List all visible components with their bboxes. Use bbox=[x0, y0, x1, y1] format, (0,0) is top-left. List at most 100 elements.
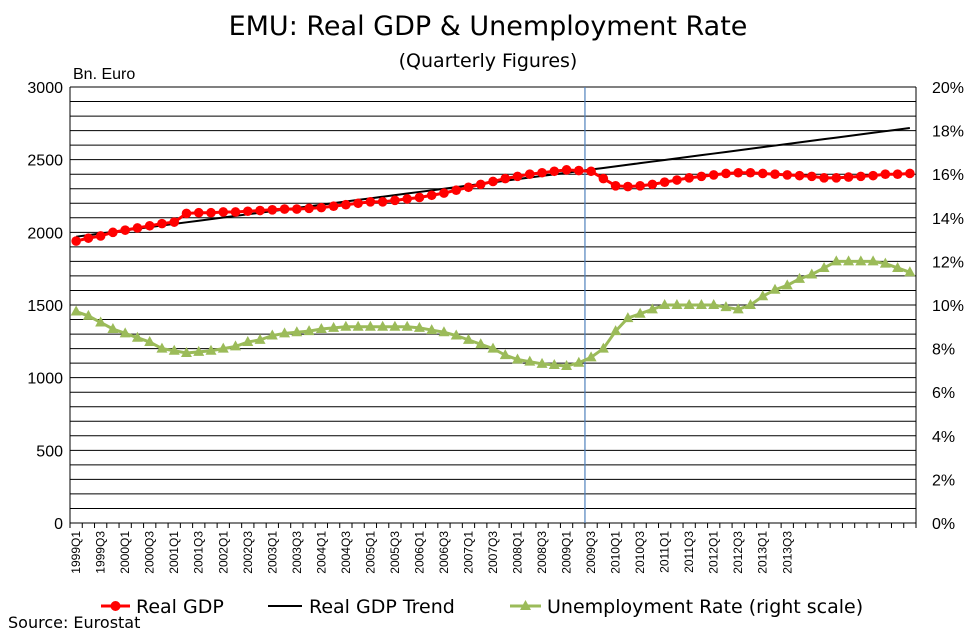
real-gdp-point bbox=[831, 173, 842, 183]
right-axis-tick-label: 8% bbox=[932, 342, 955, 359]
unemployment-rate-point bbox=[879, 257, 891, 268]
real-gdp-point bbox=[451, 185, 462, 195]
unemployment-rate-point bbox=[561, 360, 573, 371]
right-axis-tick-label: 6% bbox=[932, 385, 955, 402]
unemployment-rate-point bbox=[82, 309, 94, 320]
unemployment-rate-point bbox=[757, 290, 769, 301]
unemployment-rate-point bbox=[254, 333, 266, 344]
unemployment-rate-point bbox=[438, 326, 450, 337]
real-gdp-point bbox=[144, 220, 155, 231]
x-axis-tick-label: 2006Q1 bbox=[412, 531, 426, 574]
unemployment-rate-point bbox=[156, 342, 168, 353]
right-axis-tick-label: 0% bbox=[932, 516, 955, 533]
unemployment-rate-point bbox=[205, 344, 217, 355]
real-gdp-point bbox=[623, 181, 633, 192]
unemployment-rate-point bbox=[352, 320, 364, 331]
unemployment-rate-point bbox=[475, 338, 487, 349]
unemployment-rate-point bbox=[695, 299, 707, 309]
real-gdp-point bbox=[488, 176, 498, 187]
right-axis-ticks: 0% 2% 4% 6% 8% 10% 12% 14% 16% 18% 20% bbox=[932, 80, 964, 533]
real-gdp-point bbox=[353, 198, 363, 209]
plot-area bbox=[70, 87, 916, 523]
left-axis-tick-label: 1500 bbox=[27, 298, 63, 315]
legend: Real GDP Real GDP Trend Unemployment Rat… bbox=[101, 596, 863, 618]
x-axis-tick-label: 2008Q1 bbox=[511, 531, 525, 574]
real-gdp-point bbox=[574, 165, 584, 176]
real-gdp-point bbox=[169, 217, 180, 227]
real-gdp-point bbox=[157, 218, 167, 229]
left-axis-tick-label: 1000 bbox=[27, 371, 63, 388]
legend-label-real-gdp: Real GDP bbox=[136, 596, 224, 618]
real-gdp-point bbox=[328, 201, 339, 211]
unemployment-rate-point bbox=[720, 301, 732, 312]
real-gdp-point bbox=[71, 236, 81, 246]
unemployment-rate-point bbox=[610, 325, 622, 336]
left-axis-unit-label: Bn. Euro bbox=[73, 66, 135, 83]
real-gdp-point bbox=[439, 188, 449, 198]
real-gdp-point bbox=[696, 171, 707, 182]
real-gdp-point bbox=[537, 167, 547, 178]
real-gdp-point bbox=[684, 173, 694, 183]
real-gdp-point bbox=[880, 169, 891, 179]
x-axis-tick-label: 2004Q1 bbox=[314, 531, 328, 574]
x-axis-tick-label: 2010Q3 bbox=[633, 531, 647, 574]
legend-item-real-gdp-trend: Real GDP Trend bbox=[268, 596, 455, 618]
unemployment-rate-point bbox=[266, 329, 278, 340]
real-gdp-point bbox=[892, 169, 903, 179]
unemployment-rate-point bbox=[536, 357, 548, 368]
real-gdp-point bbox=[304, 203, 314, 214]
real-gdp-point bbox=[267, 205, 278, 215]
real-gdp-point bbox=[598, 173, 609, 184]
unemployment-rate-point bbox=[377, 320, 389, 331]
unemployment-rate-point bbox=[180, 346, 192, 357]
real-gdp-point bbox=[402, 194, 412, 204]
unemployment-rate-point bbox=[279, 327, 291, 338]
right-axis-tick-label: 12% bbox=[932, 254, 964, 271]
unemployment-rate-point bbox=[291, 326, 303, 337]
left-axis-tick-label: 3000 bbox=[27, 80, 63, 97]
x-axis-tick-label: 1999Q3 bbox=[94, 531, 108, 574]
unemployment-rate-point bbox=[904, 266, 916, 277]
unemployment-rate-point bbox=[426, 324, 438, 335]
unemployment-rate-point bbox=[168, 344, 180, 355]
real-gdp-point bbox=[475, 179, 486, 190]
real-gdp-point bbox=[770, 169, 780, 179]
unemployment-rate-point bbox=[843, 255, 855, 266]
x-axis-tick-label: 2013Q3 bbox=[780, 531, 794, 574]
unemployment-rate-point bbox=[585, 351, 597, 362]
left-axis-tick-label: 2000 bbox=[27, 225, 63, 242]
unemployment-rate-point bbox=[634, 307, 646, 318]
x-axis-tick-label: 2011Q1 bbox=[658, 531, 672, 573]
x-axis-ticks: 1999Q1 1999Q3 2000Q1 2000Q3 2001Q1 2001Q3 2002… bbox=[69, 531, 794, 574]
legend-marker-unemployment-rate bbox=[520, 600, 531, 610]
unemployment-rate-point bbox=[548, 358, 560, 369]
real-gdp-point bbox=[120, 225, 130, 235]
unemployment-rate-point bbox=[830, 255, 842, 266]
x-axis-tick-label: 2004Q3 bbox=[339, 531, 353, 574]
unemployment-rate-point bbox=[573, 356, 585, 367]
unemployment-rate-point bbox=[708, 299, 720, 309]
real-gdp-point bbox=[549, 166, 560, 177]
real-gdp-point bbox=[230, 207, 241, 217]
real-gdp-point bbox=[500, 173, 511, 184]
x-axis-tick-label: 2005Q3 bbox=[388, 531, 402, 574]
real-gdp-point bbox=[512, 171, 523, 182]
unemployment-rate-point bbox=[450, 329, 462, 340]
gridlines bbox=[69, 86, 917, 528]
unemployment-rate-point bbox=[524, 355, 536, 366]
unemployment-rate-point bbox=[242, 336, 254, 347]
unemployment-rate-point bbox=[413, 321, 425, 332]
x-axis-tick-label: 2012Q1 bbox=[707, 531, 721, 574]
real-gdp-point bbox=[218, 207, 229, 217]
unemployment-rate-point bbox=[193, 345, 205, 356]
real-gdp-point bbox=[794, 170, 805, 181]
right-axis-tick-label: 4% bbox=[932, 429, 955, 446]
unemployment-rate-point bbox=[70, 305, 82, 316]
x-axis-tick-label: 2011Q3 bbox=[682, 531, 696, 573]
real-gdp-point bbox=[242, 206, 253, 217]
real-gdp-point bbox=[463, 182, 474, 193]
real-gdp-point bbox=[95, 231, 106, 241]
unemployment-rate-point bbox=[401, 320, 413, 331]
unemployment-rate-point bbox=[131, 331, 143, 342]
